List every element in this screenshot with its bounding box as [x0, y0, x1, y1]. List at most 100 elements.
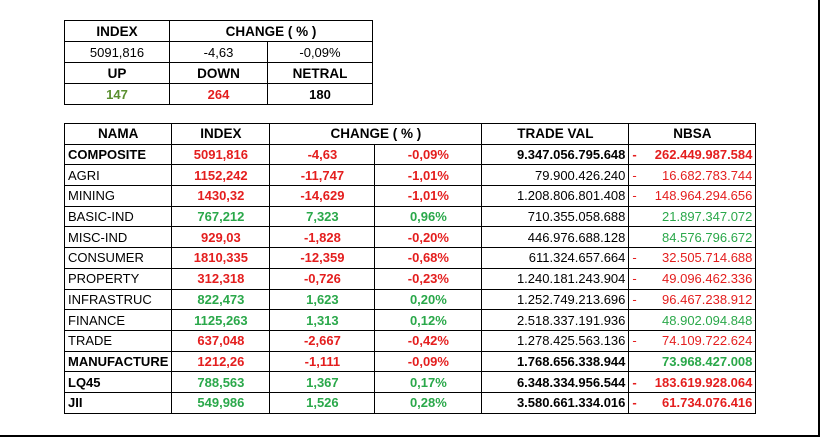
row-change: 7,323	[269, 205, 376, 228]
row-nama: INFRASTRUC	[63, 288, 173, 311]
row-trade-val: 710.355.058.688	[481, 205, 630, 228]
row-nbsa-value: 148.964.294.656	[654, 188, 753, 204]
col-header-nbsa: NBSA	[628, 123, 757, 145]
row-change: -2,667	[269, 329, 376, 352]
row-trade-val: 1.768.656.338.944	[481, 350, 630, 373]
col-header-change: CHANGE ( % )	[269, 123, 483, 145]
table-row: AGRI 1152,242 -11,747 -1,01% 79.900.426.240-…	[63, 164, 757, 187]
row-change: -11,747	[269, 164, 376, 187]
sector-table: NAMA INDEX CHANGE ( % ) TRADE VAL NBSA C…	[63, 123, 757, 414]
table-row: JII 549,986 1,526 0,28% 3.580.661.334.016- 61…	[63, 391, 757, 414]
row-nbsa: - 16.682.783.744	[628, 164, 757, 187]
row-change: 1,526	[269, 391, 376, 414]
row-index: 549,986	[171, 391, 271, 414]
col-header-index: INDEX	[171, 123, 271, 145]
row-trade-val: 3.580.661.334.016	[481, 391, 630, 414]
summary-up-header: UP	[64, 62, 170, 84]
frame-border-right	[818, 0, 820, 437]
row-change: -12,359	[269, 247, 376, 269]
row-nama: COMPOSITE	[63, 143, 173, 166]
table-row: MISC-IND 929,03 -1,828 -0,20% 446.976.688.12…	[63, 226, 757, 249]
row-nbsa-value: 48.902.094.848	[662, 312, 753, 328]
table-row: LQ45 788,563 1,367 0,17% 6.348.334.956.544- 1…	[63, 371, 757, 393]
table-row: BASIC-IND 767,212 7,323 0,96% 710.355.058.68…	[63, 205, 757, 228]
row-nbsa: 48.902.094.848	[628, 309, 757, 331]
row-change-pct: -0,68%	[374, 247, 483, 269]
summary-index-header: INDEX	[64, 20, 170, 42]
col-header-trade-val: TRADE VAL	[481, 123, 630, 145]
row-change: -1,111	[269, 350, 376, 373]
table-row: TRADE 637,048 -2,667 -0,42% 1.278.425.563.13…	[63, 329, 757, 352]
row-index: 1430,32	[171, 185, 271, 207]
row-nbsa-value: 32.505.714.688	[662, 250, 753, 266]
frame-border-bottom	[0, 435, 820, 437]
row-index: 822,473	[171, 288, 271, 311]
row-nbsa-sign: -	[632, 147, 637, 163]
row-nbsa: - 96.467.238.912	[628, 288, 757, 311]
row-nbsa-value: 61.734.076.416	[662, 395, 753, 411]
row-change: -4,63	[269, 143, 376, 166]
row-change: -14,629	[269, 185, 376, 207]
row-trade-val: 1.252.749.213.696	[481, 288, 630, 311]
table-row: FINANCE 1125,263 1,313 0,12% 2.518.337.191.9…	[63, 309, 757, 331]
row-nama: MISC-IND	[63, 226, 173, 249]
col-header-nama: NAMA	[63, 123, 173, 145]
row-trade-val: 1.240.181.243.904	[481, 267, 630, 290]
table-row: MANUFACTURE 1212,26 -1,111 -0,09% 1.768.656.…	[63, 350, 757, 373]
row-nbsa: 21.897.347.072	[628, 205, 757, 228]
row-trade-val: 1.208.806.801.408	[481, 185, 630, 207]
row-index: 788,563	[171, 371, 271, 393]
row-nbsa-value: 262.449.987.584	[654, 147, 753, 163]
row-nbsa-value: 84.576.796.672	[662, 229, 753, 245]
row-nama: JII	[63, 391, 173, 414]
row-change-pct: -0,09%	[374, 143, 483, 166]
row-nbsa-sign: -	[632, 333, 637, 349]
row-nbsa-value: 183.619.928.064	[654, 374, 753, 390]
row-index: 1810,335	[171, 247, 271, 269]
row-nama: PROPERTY	[63, 267, 173, 290]
table-row: PROPERTY 312,318 -0,726 -0,23% 1.240.181.243…	[63, 267, 757, 290]
row-nbsa: 73.968.427.008	[628, 350, 757, 373]
row-index: 767,212	[171, 205, 271, 228]
row-change-pct: -0,20%	[374, 226, 483, 249]
summary-change-pct: -0,09%	[267, 41, 373, 63]
row-trade-val: 79.900.426.240	[481, 164, 630, 187]
row-change-pct: 0,12%	[374, 309, 483, 331]
summary-table: INDEX CHANGE ( % ) 5091,816 -4,63 -0,09%…	[64, 20, 373, 105]
row-change-pct: -0,42%	[374, 329, 483, 352]
summary-down-count: 264	[169, 83, 268, 105]
row-change-pct: -0,09%	[374, 350, 483, 373]
row-nama: AGRI	[63, 164, 173, 187]
row-nama: CONSUMER	[63, 247, 173, 269]
row-nbsa: - 61.734.076.416	[628, 391, 757, 414]
row-change-pct: -1,01%	[374, 164, 483, 187]
row-change-pct: -0,23%	[374, 267, 483, 290]
row-nbsa-sign: -	[632, 271, 637, 287]
row-change: -0,726	[269, 267, 376, 290]
row-index: 1212,26	[171, 350, 271, 373]
row-trade-val: 2.518.337.191.936	[481, 309, 630, 331]
row-nbsa: 84.576.796.672	[628, 226, 757, 249]
row-nbsa-value: 73.968.427.008	[662, 353, 753, 369]
row-nama: MANUFACTURE	[63, 350, 173, 373]
row-change-pct: 0,96%	[374, 205, 483, 228]
summary-change-header: CHANGE ( % )	[169, 20, 373, 42]
row-trade-val: 1.278.425.563.136	[481, 329, 630, 352]
summary-netral-count: 180	[267, 83, 373, 105]
row-nbsa-sign: -	[632, 395, 637, 411]
row-index: 637,048	[171, 329, 271, 352]
row-nbsa-sign: -	[632, 374, 637, 390]
row-nbsa-value: 96.467.238.912	[662, 291, 753, 307]
row-nama: LQ45	[63, 371, 173, 393]
row-index: 312,318	[171, 267, 271, 290]
summary-change-value: -4,63	[169, 41, 268, 63]
row-nbsa-sign: -	[632, 167, 637, 183]
table-row: MINING 1430,32 -14,629 -1,01% 1.208.806.801.…	[63, 185, 757, 207]
row-change: 1,367	[269, 371, 376, 393]
row-index: 1152,242	[171, 164, 271, 187]
table-row: CONSUMER 1810,335 -12,359 -0,68% 611.324.657…	[63, 247, 757, 269]
row-change-pct: 0,20%	[374, 288, 483, 311]
row-index: 1125,263	[171, 309, 271, 331]
table-row: INFRASTRUC 822,473 1,623 0,20% 1.252.749.213…	[63, 288, 757, 311]
row-nbsa: - 183.619.928.064	[628, 371, 757, 393]
